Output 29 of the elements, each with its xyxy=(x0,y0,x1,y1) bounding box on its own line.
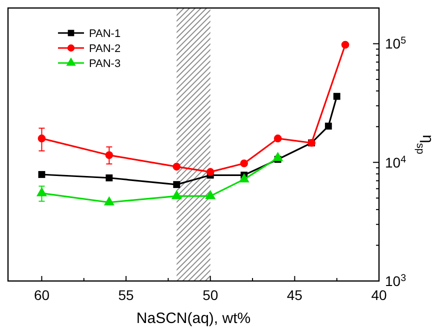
legend-label: PAN-2 xyxy=(89,42,121,55)
point xyxy=(274,134,282,142)
point xyxy=(333,92,340,100)
point xyxy=(106,174,113,182)
point xyxy=(324,122,332,130)
point xyxy=(240,159,248,168)
point xyxy=(272,152,284,161)
point xyxy=(238,173,250,182)
point xyxy=(206,168,214,176)
point xyxy=(341,40,350,49)
x-tick-label: 50 xyxy=(202,286,218,303)
point xyxy=(171,190,182,200)
point xyxy=(38,134,46,142)
point xyxy=(205,190,216,200)
point xyxy=(173,181,180,188)
legend-label: PAN-1 xyxy=(89,28,121,40)
legend-label: PAN-3 xyxy=(89,58,121,70)
point xyxy=(172,162,181,171)
y-tick-label: 10$^{4}$ xyxy=(385,154,407,170)
x-tick-label: 60 xyxy=(34,286,50,303)
x-tick-label: 55 xyxy=(118,286,134,303)
point xyxy=(104,196,114,206)
point xyxy=(38,171,46,178)
y-tick-label: 10$^{5}$ xyxy=(385,35,407,52)
x-tick-label: 45 xyxy=(286,286,303,303)
x-axis-title: NaSCN(aq), wt% xyxy=(136,310,251,327)
y-tick-label: 10$^{3}$ xyxy=(385,272,407,289)
x-tick-label: 40 xyxy=(371,286,387,303)
point xyxy=(105,151,114,160)
